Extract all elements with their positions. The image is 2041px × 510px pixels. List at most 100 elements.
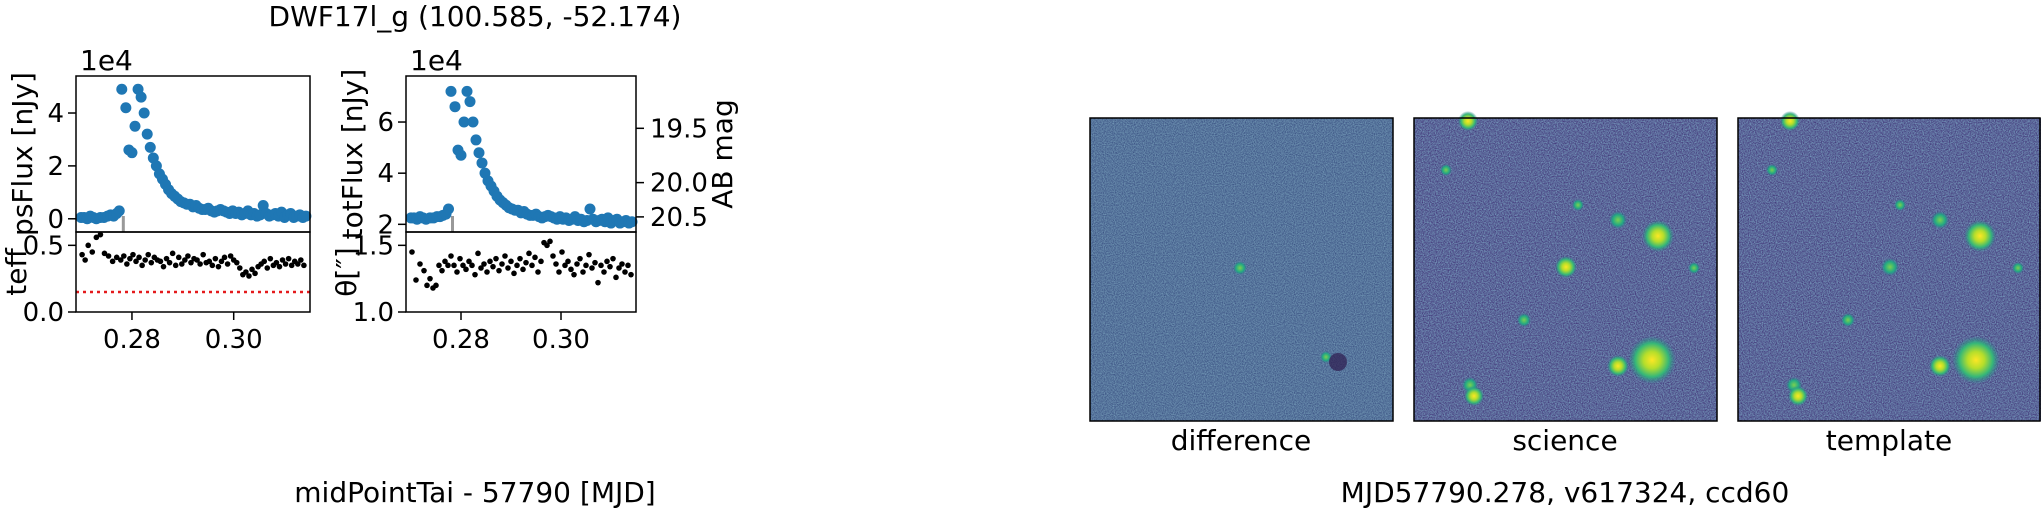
metric-point (79, 251, 85, 258)
flux-point (584, 203, 596, 215)
metric-point (622, 269, 628, 275)
metric-point (553, 261, 559, 267)
y-tick-label: 6 (377, 108, 394, 138)
metric-point (529, 262, 535, 269)
metric-point (209, 262, 216, 269)
metric-point (117, 257, 124, 263)
y-tick-label: 1.0 (353, 298, 394, 328)
x-axis-label: midPointTai - 57790 [MJD] (294, 476, 655, 509)
flux-point (141, 128, 153, 140)
flux-point (455, 149, 467, 161)
metric-point (487, 258, 493, 265)
ab-mag-tick-label: 20.0 (650, 169, 708, 199)
y-axis-label: teff (0, 248, 33, 296)
metric-point (133, 258, 139, 265)
metric-point (448, 253, 454, 259)
metric-point (200, 251, 206, 258)
metric-point (559, 249, 565, 255)
metric-point (580, 269, 586, 275)
metric-point (413, 277, 419, 283)
metric-point (157, 258, 164, 265)
metric-point (206, 258, 213, 265)
metric-point (601, 269, 607, 275)
metric-point (212, 255, 219, 262)
flux-point (300, 210, 312, 222)
metric-point (194, 257, 200, 263)
flux-point (473, 147, 485, 159)
y-tick-label: 2 (377, 210, 394, 240)
metric-point (237, 265, 243, 271)
flux-point (445, 85, 457, 97)
flux-point (464, 96, 476, 108)
metric-point (127, 255, 133, 262)
plot-frame (75, 231, 311, 313)
metric-point (169, 250, 176, 257)
flux-point (467, 116, 479, 128)
metric-point (197, 261, 203, 267)
ab-mag-tick-label: 20.5 (650, 203, 708, 233)
metric-point (451, 262, 457, 269)
flux-point (461, 85, 473, 97)
metric-point (628, 271, 634, 278)
flux-point (113, 205, 125, 217)
metric-point (424, 282, 430, 289)
flux-point (135, 91, 147, 103)
metric-point (142, 257, 148, 263)
metric-point (460, 262, 466, 269)
metric-point (505, 265, 511, 271)
metric-point (124, 261, 130, 267)
flux-point (476, 157, 488, 169)
metric-point (511, 270, 517, 277)
metric-point (442, 258, 448, 265)
metric-point (457, 255, 463, 262)
psflux-panel: 0 2 4 psFlux [nJy] 1e4 (6, 44, 312, 236)
metric-point (565, 258, 571, 265)
flux-point (626, 216, 638, 228)
metric-point (148, 259, 155, 266)
metric-point (227, 253, 234, 259)
stamp-science-label: science (1512, 424, 1617, 457)
metric-point (493, 255, 499, 262)
metric-point (625, 262, 631, 269)
metric-point (130, 251, 136, 258)
flux-point (144, 141, 156, 153)
metric-point (282, 261, 289, 267)
metric-point (252, 270, 258, 277)
metric-point (276, 263, 283, 270)
metric-point (85, 242, 92, 249)
metric-point (595, 279, 601, 286)
y-axis-label: totFlux [nJy] (336, 69, 369, 240)
metric-point (547, 238, 553, 245)
stamp-template-label: template (1826, 424, 1952, 457)
metric-point (532, 254, 538, 261)
metric-point (604, 258, 610, 265)
flux-point (126, 147, 138, 159)
metric-point (466, 258, 472, 265)
metric-point (273, 259, 280, 266)
metric-point (136, 254, 142, 261)
metric-point (490, 263, 496, 270)
metric-point (267, 255, 274, 262)
metric-point (454, 269, 460, 275)
metric-point (550, 253, 556, 259)
metric-point (417, 261, 423, 267)
flux-point (443, 203, 454, 215)
metric-point (520, 266, 526, 273)
metric-point (188, 259, 194, 266)
x-tick-label: 0.30 (532, 325, 590, 355)
footer-caption: MJD57790.278, v617324, ccd60 (1341, 476, 1790, 509)
y-tick-label: 0 (47, 205, 64, 235)
metric-point (592, 259, 598, 266)
metric-point (285, 255, 292, 262)
y-tick-label: 0.0 (23, 298, 64, 328)
metric-point (243, 269, 249, 275)
stamp-science: science (1413, 111, 1718, 457)
x-tick-label: 0.28 (103, 325, 161, 355)
metric-point (544, 242, 550, 249)
metric-point (113, 254, 120, 261)
metric-point (502, 253, 508, 259)
metric-point (616, 265, 622, 271)
metric-point (589, 265, 595, 271)
metric-point (433, 282, 439, 289)
